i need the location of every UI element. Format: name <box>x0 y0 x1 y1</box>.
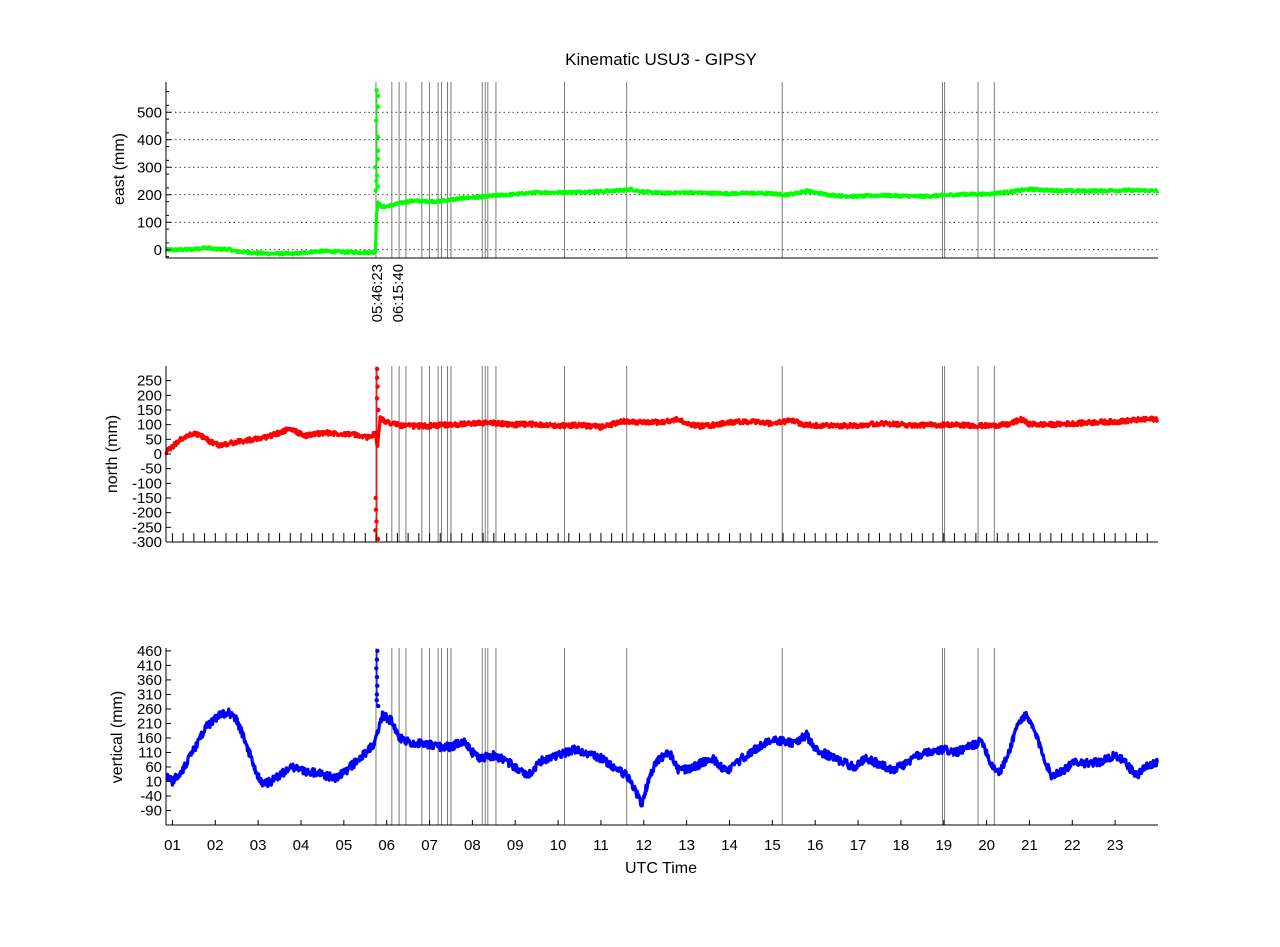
vertical-ytick-label: 160 <box>137 730 162 747</box>
vertical-ytick-label: 260 <box>137 701 162 718</box>
x-tick-label: 20 <box>978 837 995 854</box>
north-ytick-label: -250 <box>132 519 162 536</box>
vertical-ytick-label: 60 <box>145 759 162 776</box>
x-tick-label: 06 <box>378 837 395 854</box>
north-ytick-label: -150 <box>132 490 162 507</box>
vertical-ytick-label: 110 <box>138 744 162 761</box>
east-gridlines <box>166 111 1158 251</box>
x-tick-label: 11 <box>593 837 609 854</box>
north-ytick-label: -50 <box>140 461 162 478</box>
vertical-ytick-label: 210 <box>137 715 162 732</box>
vertical-ytick-label: 410 <box>137 657 162 674</box>
east-panel: 0 100 200 300 400 500 east (mm) <box>111 82 1160 259</box>
x-tick-label: 08 <box>464 837 481 854</box>
vertical-ytick-label: -90 <box>140 802 162 819</box>
north-ytick-label: 200 <box>137 387 162 404</box>
east-axes: 0 100 200 300 400 500 <box>137 82 1158 259</box>
east-ytick-label: 400 <box>137 132 162 149</box>
east-ylabel: east (mm) <box>111 133 128 205</box>
north-ytick-label: -200 <box>132 505 162 522</box>
vertical-event-lines <box>375 648 995 825</box>
vertical-ytick-label: 360 <box>137 672 162 689</box>
north-spike-point <box>374 366 380 372</box>
east-ytick-label: 0 <box>154 242 162 259</box>
north-trace <box>164 366 1160 542</box>
x-tick-label: 16 <box>807 837 824 854</box>
east-trace <box>164 88 1160 257</box>
east-ytick-label: 100 <box>137 214 162 231</box>
east-ytick-label: 200 <box>137 187 162 204</box>
x-tick-label: 10 <box>550 837 567 854</box>
vertical-ytick-label: 460 <box>137 643 162 660</box>
north-ytick-label: 50 <box>145 431 162 448</box>
event-time-label: 05:46:23 <box>369 264 386 322</box>
vertical-ytick-label: -40 <box>140 788 162 805</box>
x-tick-label: 13 <box>678 837 695 854</box>
x-tick-labels: 01 02 03 04 05 06 07 08 09 10 11 12 13 14 15 16 17 18 19 20… <box>164 837 1123 854</box>
x-tick-label: 03 <box>250 837 267 854</box>
north-spike-point <box>373 507 379 512</box>
x-tick-label: 23 <box>1107 837 1124 854</box>
x-tick-label: 04 <box>293 837 310 854</box>
x-tick-label: 17 <box>850 837 867 854</box>
north-ytick-label: 250 <box>137 373 162 390</box>
x-tick-label: 07 <box>421 837 438 854</box>
x-tick-label: 09 <box>507 837 524 854</box>
north-ytick-label: 150 <box>137 402 162 419</box>
east-series-line <box>164 186 1160 257</box>
east-ytick-label: 300 <box>137 159 162 176</box>
event-time-labels: 05:46:23 06:15:40 <box>369 264 407 322</box>
north-event-lines <box>375 366 995 542</box>
north-series-line <box>164 415 1160 456</box>
vertical-ytick-label: 310 <box>137 686 162 703</box>
x-tick-label: 19 <box>935 837 952 854</box>
vertical-trace <box>164 648 1160 808</box>
x-tick-label: 18 <box>893 837 910 854</box>
x-tick-label: 14 <box>721 837 738 854</box>
x-tick-label: 02 <box>207 837 224 854</box>
figure-title: Kinematic USU3 - GIPSY <box>565 50 757 69</box>
north-ytick-label: -100 <box>132 475 162 492</box>
vertical-ytick-label: 10 <box>145 773 162 790</box>
north-ytick-label: -300 <box>132 534 162 551</box>
x-tick-label: 12 <box>635 837 652 854</box>
x-tick-label: 15 <box>764 837 781 854</box>
x-tick-label: 21 <box>1021 837 1038 854</box>
north-ytick-label: 100 <box>137 417 162 434</box>
x-tick-label: 22 <box>1064 837 1081 854</box>
east-spike-point <box>373 118 379 123</box>
north-ylabel: north (mm) <box>104 415 121 493</box>
x-tick-label: 01 <box>164 837 181 854</box>
north-ytick-label: 0 <box>154 446 162 463</box>
x-axis-title: UTC Time <box>625 860 697 877</box>
x-tick-label: 05 <box>335 837 352 854</box>
north-spike-point <box>375 384 380 389</box>
vertical-ylabel: vertical (mm) <box>109 691 126 783</box>
vertical-series-line <box>164 707 1160 808</box>
east-event-lines <box>375 82 995 258</box>
event-time-label: 06:15:40 <box>390 264 407 322</box>
east-ytick-label: 500 <box>137 104 162 121</box>
